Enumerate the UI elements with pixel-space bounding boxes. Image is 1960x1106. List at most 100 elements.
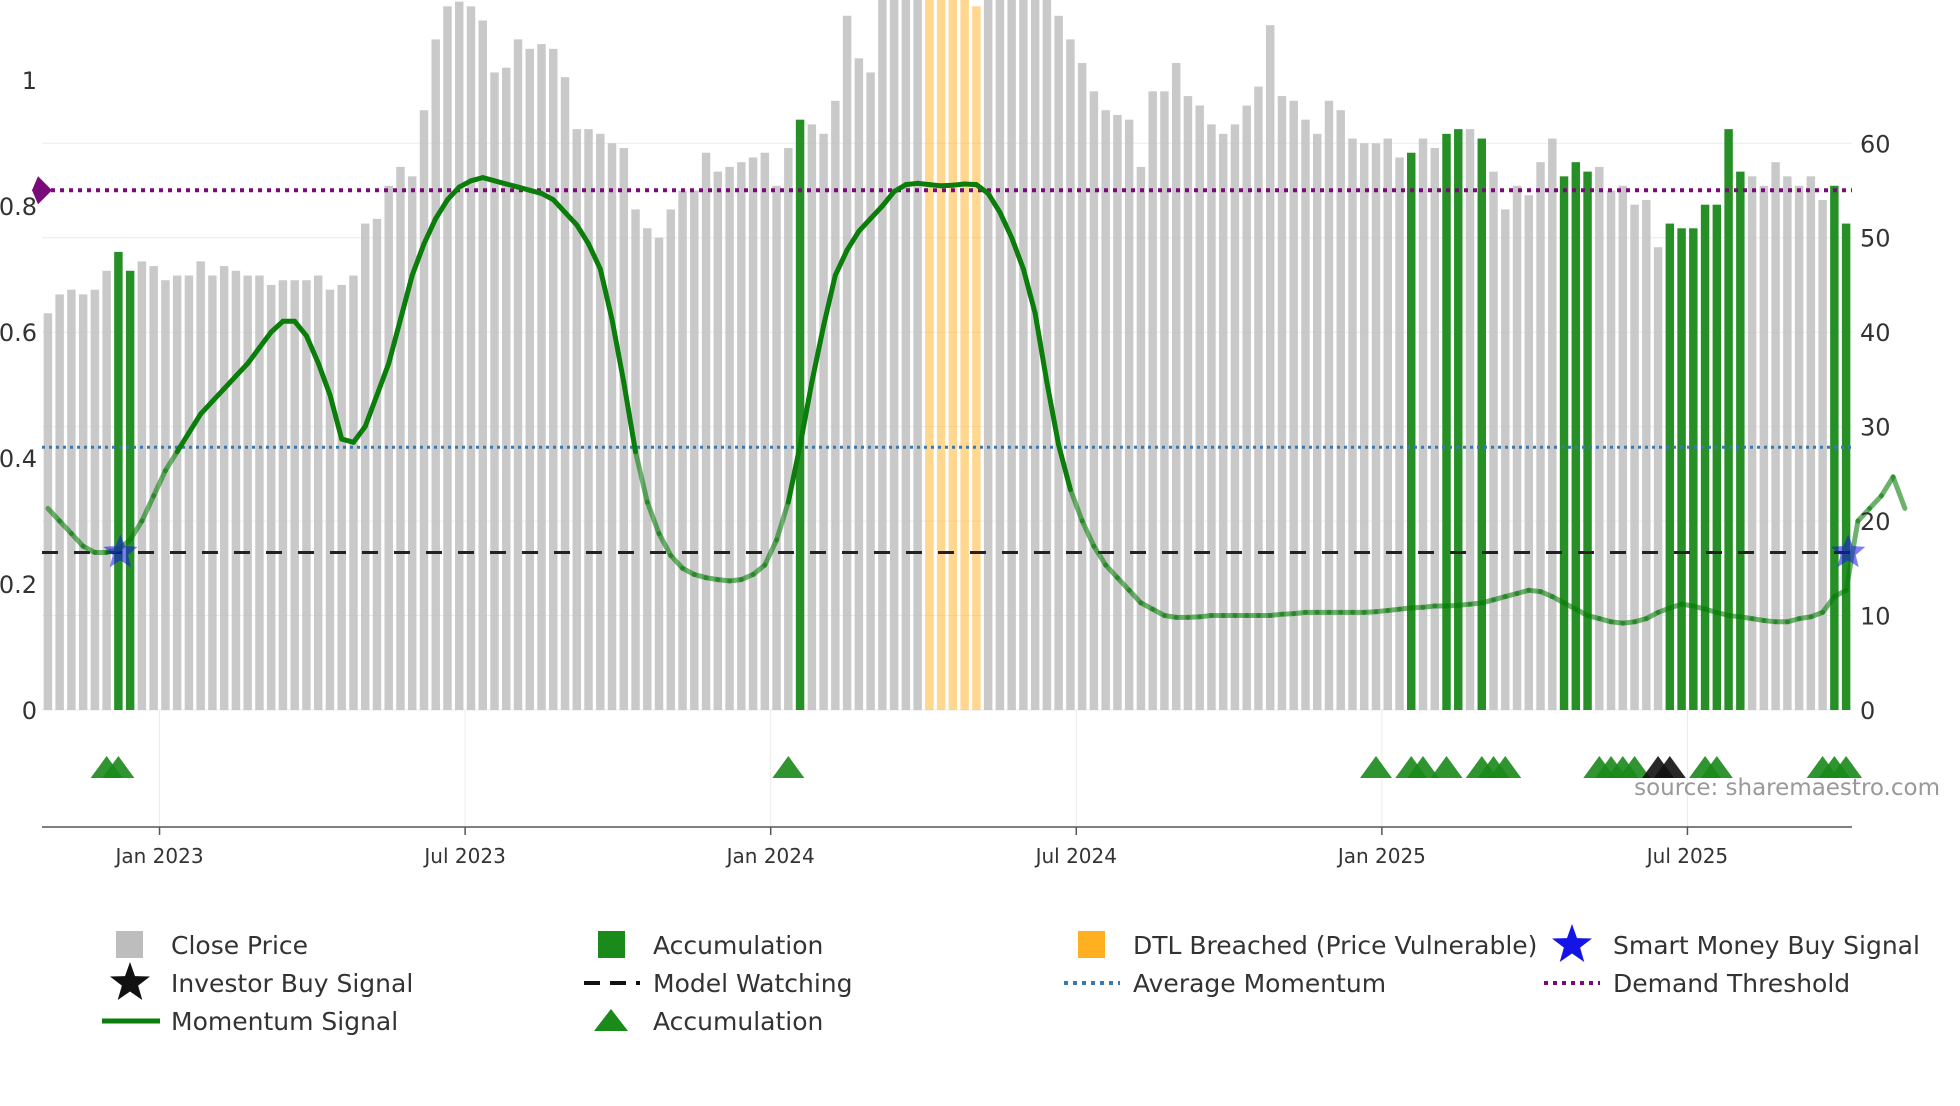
- legend-label: Investor Buy Signal: [171, 969, 413, 998]
- close-price-bar: [1618, 185, 1628, 711]
- momentum-segment: [832, 247, 850, 278]
- accumulation-marker: [1618, 756, 1651, 778]
- momentum-segment: [327, 392, 345, 442]
- dtl-breached-bar: [936, 0, 946, 710]
- momentum-segment: [562, 209, 580, 228]
- legend-swatch-dtl-breached: [1078, 931, 1105, 958]
- x-axis-tick-label: Jan 2025: [1336, 844, 1426, 868]
- close-price-bar: [819, 133, 828, 711]
- legend-item: Momentum Signal: [102, 1007, 398, 1036]
- close-price-bar: [1113, 114, 1122, 710]
- close-price-bar: [1054, 15, 1063, 710]
- accumulation-marker: [1489, 756, 1522, 778]
- dtl-breached-bar: [972, 6, 981, 710]
- momentum-segment: [868, 203, 885, 222]
- close-price-bar: [443, 6, 452, 710]
- close-price-bar: [1606, 190, 1616, 710]
- momentum-segment: [303, 333, 321, 366]
- close-price-bar: [266, 284, 276, 710]
- momentum-segment: [1878, 474, 1896, 499]
- momentum-segment: [856, 216, 874, 234]
- close-price-bar: [372, 218, 382, 710]
- left-axis-tick-label: 0.6: [0, 319, 37, 347]
- momentum-segment: [879, 189, 897, 209]
- close-price-bar: [1007, 0, 1016, 711]
- accumulation-bar: [1665, 223, 1675, 710]
- close-price-bar: [1806, 176, 1816, 711]
- legend-item: Model Watching: [584, 969, 853, 998]
- close-price-bar: [1195, 105, 1204, 710]
- close-price-bar: [737, 162, 746, 711]
- accumulation-marker: [1359, 756, 1392, 778]
- accumulation-marker: [1700, 756, 1733, 778]
- close-price-bar: [1653, 247, 1663, 710]
- x-axis-tick-label: Jan 2024: [725, 844, 815, 868]
- close-price-bar: [419, 110, 429, 711]
- investor-buy-marker: [1653, 756, 1686, 778]
- dtl-breached-bar: [960, 0, 969, 711]
- close-price-bar: [243, 275, 252, 710]
- momentum-segment: [1867, 493, 1884, 511]
- left-axis-tick-label: 1: [22, 67, 37, 95]
- momentum-segment: [186, 411, 204, 436]
- close-price-bar: [1783, 176, 1792, 711]
- momentum-segment: [774, 499, 791, 543]
- reference-lines: [32, 176, 1852, 554]
- momentum-segment: [362, 392, 380, 429]
- accumulation-bar: [1571, 162, 1581, 711]
- accumulation-marker: [772, 756, 805, 778]
- close-price-bar: [690, 190, 699, 710]
- close-price-bar: [560, 77, 570, 711]
- momentum-segment: [421, 216, 439, 247]
- price-bars: [43, 0, 1851, 711]
- momentum-segment: [1126, 587, 1144, 606]
- accumulation-marker: [1830, 756, 1863, 778]
- legend-swatch-close-price: [116, 931, 143, 958]
- close-price-bar: [490, 72, 499, 710]
- source-label: source: sharemaestro.com: [1634, 775, 1940, 801]
- close-price-bar: [1218, 133, 1228, 711]
- close-price-bar: [1759, 185, 1769, 711]
- close-price-bar: [889, 0, 899, 710]
- demand-threshold-marker: [32, 176, 52, 205]
- momentum-segment: [1820, 594, 1837, 615]
- right-axis-tick-label: 10: [1860, 603, 1891, 631]
- momentum-segment: [68, 531, 86, 549]
- close-price-bar: [255, 275, 264, 710]
- momentum-segment: [256, 329, 274, 351]
- close-price-bar: [1642, 199, 1651, 710]
- smart-money-star: [103, 534, 138, 568]
- momentum-segment: [351, 424, 368, 445]
- right-axis-tick-label: 40: [1860, 319, 1891, 347]
- grid-lines: [42, 142, 1852, 826]
- close-price-bar: [725, 166, 734, 710]
- left-axis-tick-label: 0.4: [0, 445, 37, 473]
- close-price-bar: [455, 1, 464, 711]
- close-price-bar: [313, 275, 323, 710]
- momentum-segment: [997, 209, 1015, 240]
- close-price-bar: [995, 0, 1005, 710]
- accumulation-bar: [1736, 171, 1745, 710]
- close-price-bar: [1136, 166, 1146, 710]
- legend-swatch-accumulation: [598, 931, 625, 958]
- accumulation-bar: [1677, 228, 1686, 711]
- legend-item: Close Price: [116, 931, 308, 960]
- close-price-bar: [172, 275, 182, 710]
- close-price-bar: [901, 0, 911, 710]
- close-price-bar: [1336, 110, 1345, 711]
- momentum-segment: [57, 518, 74, 537]
- signal-markers: [103, 534, 1866, 568]
- close-price-bar: [90, 289, 100, 710]
- legend-label: DTL Breached (Price Vulnerable): [1133, 931, 1537, 960]
- momentum-segment: [1079, 518, 1097, 549]
- close-price-bar: [1042, 0, 1052, 711]
- accumulation-bar: [795, 119, 805, 711]
- close-price-bar: [572, 129, 581, 710]
- close-price-bar: [1418, 138, 1428, 710]
- momentum-segment: [1067, 487, 1085, 524]
- smart-money-star: [1831, 534, 1866, 568]
- momentum-segment: [233, 361, 251, 379]
- momentum-segment: [621, 379, 638, 455]
- accumulation-bar: [1841, 223, 1851, 710]
